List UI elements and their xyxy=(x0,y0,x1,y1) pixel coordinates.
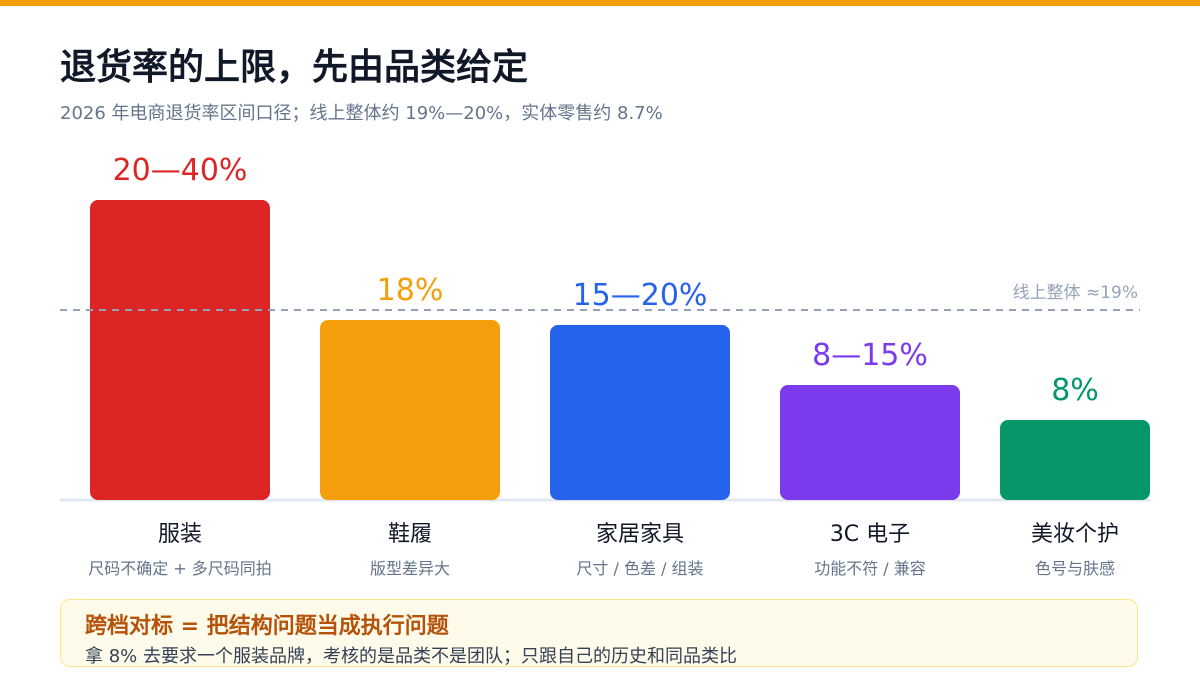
callout-title: 跨档对标 = 把结构问题当成执行问题 xyxy=(85,614,449,639)
bar-value-label: 8—15% xyxy=(812,338,928,373)
bar-value-label: 8% xyxy=(1051,373,1099,408)
bar-value-label: 18% xyxy=(377,273,444,308)
bar-0 xyxy=(90,200,270,500)
category-description: 色号与肤感 xyxy=(1035,559,1115,578)
bar-value-label: 15—20% xyxy=(573,278,708,313)
category-label: 服装 xyxy=(158,522,202,547)
category-description: 尺码不确定 + 多尺码同拍 xyxy=(88,559,272,578)
page-title: 退货率的上限，先由品类给定 xyxy=(60,47,529,88)
category-label: 3C 电子 xyxy=(830,522,910,547)
callout-body: 拿 8% 去要求一个服装品牌，考核的是品类不是团队；只跟自己的历史和同品类比 xyxy=(85,646,737,667)
bar-2 xyxy=(550,325,730,500)
category-description: 版型差异大 xyxy=(370,559,450,578)
category-label: 家居家具 xyxy=(596,522,684,547)
category-label: 美妆个护 xyxy=(1031,522,1119,547)
bar-value-label: 20—40% xyxy=(113,153,248,188)
bar-4 xyxy=(1000,420,1150,500)
category-description: 尺寸 / 色差 / 组装 xyxy=(576,559,703,578)
bar-1 xyxy=(320,320,500,500)
top-accent-bar xyxy=(0,0,1200,6)
reference-line-label: 线上整体 ≈19% xyxy=(1013,283,1138,303)
category-description: 功能不符 / 兼容 xyxy=(814,559,926,578)
category-label: 鞋履 xyxy=(388,522,432,547)
bar-3 xyxy=(780,385,960,500)
callout-box: 跨档对标 = 把结构问题当成执行问题 拿 8% 去要求一个服装品牌，考核的是品类… xyxy=(60,599,1138,667)
page-subtitle: 2026 年电商退货率区间口径；线上整体约 19%—20%，实体零售约 8.7% xyxy=(60,103,663,124)
